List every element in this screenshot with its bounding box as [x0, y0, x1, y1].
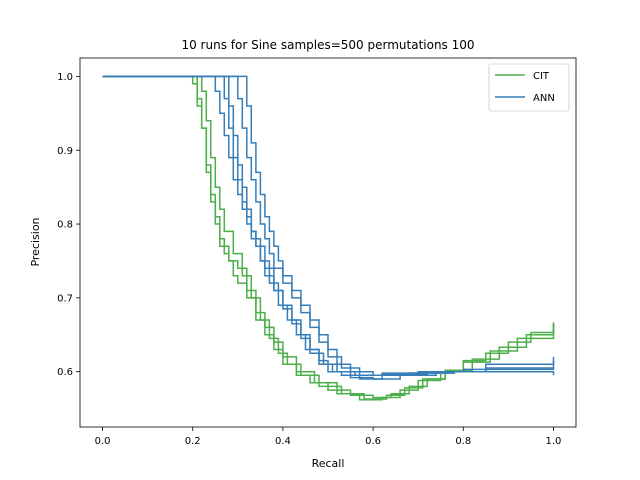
y-tick-label: 0.7 [57, 293, 73, 304]
legend-box [488, 63, 570, 112]
y-tick-label: 1.0 [57, 72, 73, 83]
y-tick-label: 0.8 [57, 220, 73, 231]
x-tick-label: 0.4 [275, 436, 291, 447]
series-layer [102, 75, 555, 401]
series-line-ann [102, 75, 555, 377]
legend-label-cit: CIT [533, 71, 550, 82]
y-axis: 0.6 0.7 0.8 0.9 1.0 [57, 72, 80, 378]
legend: CIT ANN [488, 63, 570, 112]
y-tick-label: 0.9 [57, 146, 73, 157]
series-line-cit [102, 75, 555, 400]
series-line-ann [102, 75, 555, 377]
y-tick-label: 0.6 [57, 367, 73, 378]
x-tick-label: 1.0 [546, 436, 562, 447]
series-ann [102, 75, 555, 380]
x-axis: 0.0 0.2 0.4 0.6 0.8 1.0 [95, 427, 562, 447]
x-tick-label: 0.2 [185, 436, 201, 447]
x-tick-label: 0.0 [95, 436, 111, 447]
x-tick-label: 0.8 [455, 436, 471, 447]
x-axis-label: Recall [312, 457, 345, 470]
plot-frame [79, 57, 577, 428]
chart-title: 10 runs for Sine samples=500 permutation… [181, 38, 474, 52]
plot-area [102, 75, 555, 401]
legend-label-ann: ANN [533, 93, 555, 104]
y-axis-label: Precision [29, 217, 42, 266]
x-tick-label: 0.6 [365, 436, 381, 447]
